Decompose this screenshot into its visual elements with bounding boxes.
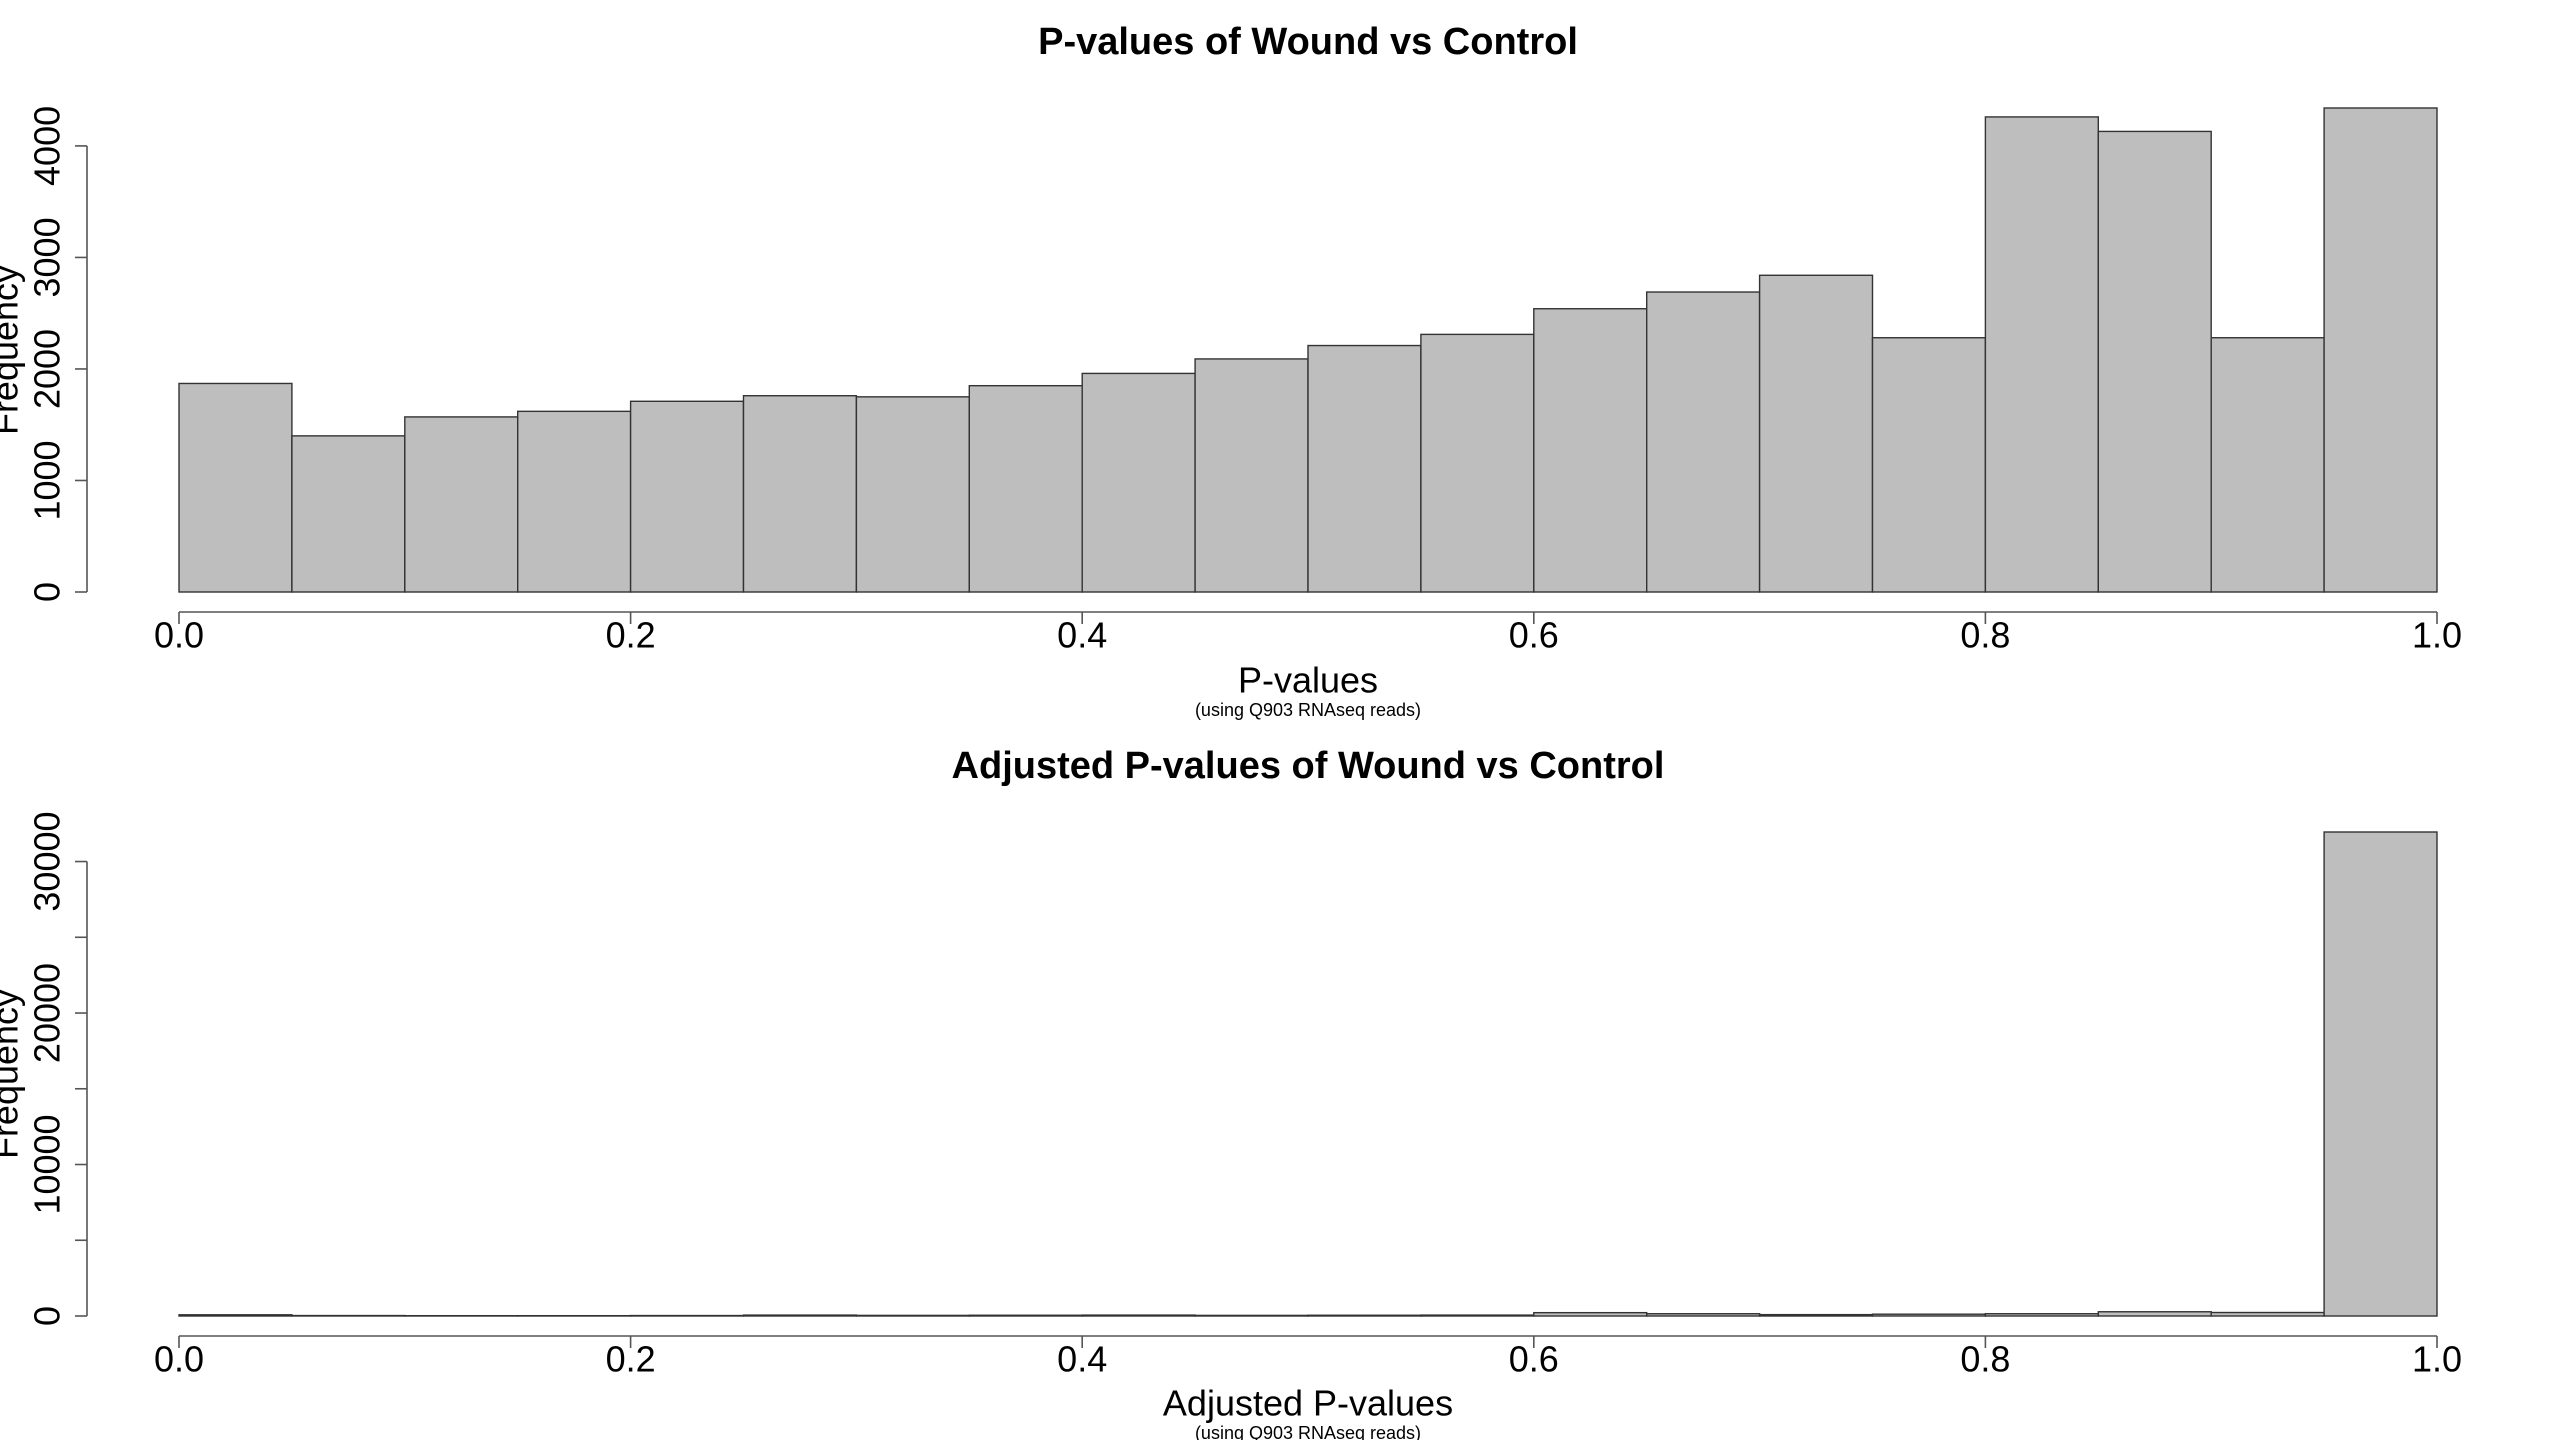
y-axis-label: Frequency: [0, 265, 26, 435]
bar: [1984, 116, 2100, 593]
chart-title: Adjusted P-values of Wound vs Control: [952, 745, 1665, 787]
x-tick-label: 0.2: [606, 615, 656, 656]
bar: [1533, 308, 1648, 593]
x-tick-label: 0.8: [1960, 1339, 2010, 1380]
bar: [291, 435, 406, 593]
bar: [1758, 1313, 1874, 1317]
x-tick-label: 0.2: [606, 1339, 656, 1380]
bar: [2097, 130, 2212, 593]
y-tick-label: 20000: [27, 963, 68, 1063]
subtitle: (using Q903 RNAseq reads): [1195, 700, 1421, 720]
bar: [1645, 291, 1761, 593]
bar: [968, 1314, 1083, 1317]
bar: [1420, 1314, 1535, 1317]
x-axis-label: P-values: [1238, 660, 1378, 701]
y-tick-label: 30000: [27, 811, 68, 911]
bar: [2210, 1311, 2325, 1317]
bar: [2210, 337, 2325, 593]
bar: [1984, 1313, 2100, 1317]
x-tick-label: 0.0: [154, 615, 204, 656]
y-tick-label: 1000: [27, 440, 68, 520]
x-tick-label: 0.6: [1509, 1339, 1559, 1380]
y-tick-label: 2000: [27, 329, 68, 409]
bar: [742, 1314, 858, 1317]
bar: [1307, 1314, 1422, 1317]
x-axis-label: Adjusted P-values: [1163, 1383, 1453, 1424]
bar: [742, 395, 858, 593]
bar: [517, 410, 632, 593]
x-tick-label: 0.0: [154, 1339, 204, 1380]
chart-title: P-values of Wound vs Control: [1038, 21, 1578, 63]
bar: [2097, 1311, 2212, 1317]
bar: [178, 1314, 293, 1317]
bar: [1533, 1311, 1648, 1317]
bar: [404, 416, 519, 593]
bar: [1420, 333, 1535, 593]
subtitle: (using Q903 RNAseq reads): [1195, 1423, 1421, 1440]
bar: [1307, 344, 1422, 593]
bar: [1081, 372, 1196, 593]
x-tick-label: 1.0: [2412, 615, 2462, 656]
bar: [178, 382, 293, 593]
bar: [1194, 1314, 1309, 1317]
x-tick-label: 0.4: [1057, 615, 1107, 656]
x-tick-label: 0.4: [1057, 1339, 1107, 1380]
x-tick-label: 0.8: [1960, 615, 2010, 656]
y-tick-label: 0: [27, 1306, 68, 1326]
bar: [2323, 107, 2438, 593]
bar: [1194, 358, 1309, 593]
bar: [855, 396, 971, 593]
bar: [2323, 831, 2438, 1317]
y-tick-label: 0: [27, 582, 68, 602]
y-tick-label: 10000: [27, 1114, 68, 1214]
y-axis-label: Frequency: [0, 989, 26, 1159]
y-tick-label: 4000: [27, 106, 68, 186]
bar: [629, 400, 745, 593]
x-tick-label: 0.6: [1509, 615, 1559, 656]
bar: [855, 1314, 971, 1317]
bar: [1871, 337, 1987, 593]
bar: [1645, 1313, 1761, 1317]
bar: [1081, 1314, 1196, 1317]
bar: [1758, 274, 1874, 593]
bar: [1871, 1313, 1987, 1317]
y-tick-label: 3000: [27, 217, 68, 297]
bar: [968, 384, 1083, 593]
x-tick-label: 1.0: [2412, 1339, 2462, 1380]
